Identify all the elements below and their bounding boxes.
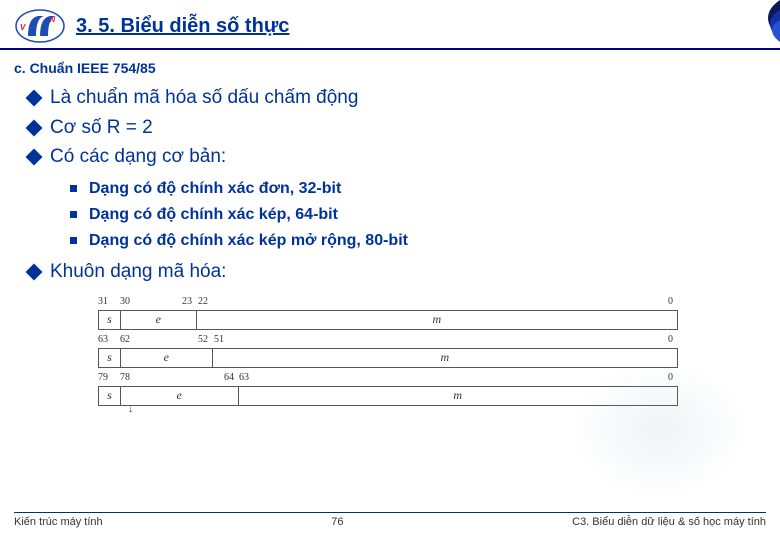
footer-right: C3. Biểu diễn dữ liệu & số học máy tính bbox=[572, 516, 766, 528]
slide-subtitle: c. Chuẩn IEEE 754/85 bbox=[0, 50, 780, 82]
format-fields: s e m bbox=[98, 310, 678, 330]
format-fields: s e m bbox=[98, 348, 678, 368]
field-exponent: e bbox=[121, 387, 239, 405]
arrow-annotation bbox=[98, 406, 708, 420]
diamond-bullet-icon bbox=[26, 264, 43, 281]
bit-number: 62 bbox=[120, 334, 130, 345]
field-mantissa: m bbox=[213, 349, 677, 367]
logo: V N bbox=[14, 8, 66, 44]
bit-number: 0 bbox=[668, 372, 673, 383]
diamond-bullet-icon bbox=[26, 149, 43, 166]
bullet-text: Có các dạng cơ bản: bbox=[50, 143, 226, 171]
bullet-item: Cơ số R = 2 bbox=[28, 114, 752, 142]
diamond-bullet-icon bbox=[26, 90, 43, 107]
footer-left: Kiến trúc máy tính bbox=[14, 516, 103, 528]
format-64bit: 63 62 52 51 0 s e m bbox=[98, 334, 708, 368]
bit-number: 63 bbox=[239, 372, 249, 383]
field-mantissa: m bbox=[197, 311, 677, 329]
sub-bullet-list: Dạng có độ chính xác đơn, 32-bit Dạng có… bbox=[28, 177, 752, 253]
svg-text:V: V bbox=[20, 23, 26, 32]
slide-header: V N 3. 5. Biểu diễn số thực bbox=[0, 0, 780, 50]
field-sign: s bbox=[99, 311, 121, 329]
slide-content: Là chuẩn mã hóa số dấu chấm động Cơ số R… bbox=[0, 84, 780, 420]
field-mantissa: m bbox=[239, 387, 677, 405]
field-sign: s bbox=[99, 349, 121, 367]
bit-labels: 63 62 52 51 0 bbox=[98, 334, 708, 348]
format-80bit: 79 78 64 63 0 s e m bbox=[98, 372, 708, 420]
bit-labels: 79 78 64 63 0 bbox=[98, 372, 708, 386]
bit-number: 64 bbox=[224, 372, 234, 383]
corner-decoration bbox=[750, 0, 780, 60]
svg-text:N: N bbox=[50, 17, 56, 24]
bit-number: 0 bbox=[668, 334, 673, 345]
square-bullet-icon bbox=[70, 237, 77, 244]
bit-number: 51 bbox=[214, 334, 224, 345]
diamond-bullet-icon bbox=[26, 119, 43, 136]
bit-number: 22 bbox=[198, 296, 208, 307]
bullet-text: Là chuẩn mã hóa số dấu chấm động bbox=[50, 84, 358, 112]
field-sign: s bbox=[99, 387, 121, 405]
sub-bullet-item: Dạng có độ chính xác kép, 64-bit bbox=[70, 203, 752, 226]
page-number: 76 bbox=[331, 516, 343, 528]
sub-bullet-text: Dạng có độ chính xác kép, 64-bit bbox=[89, 203, 338, 226]
field-exponent: e bbox=[121, 311, 197, 329]
square-bullet-icon bbox=[70, 211, 77, 218]
sub-bullet-item: Dạng có độ chính xác kép mở rộng, 80-bit bbox=[70, 229, 752, 252]
bit-number: 79 bbox=[98, 372, 108, 383]
bullet-text: Cơ số R = 2 bbox=[50, 114, 153, 142]
sub-bullet-item: Dạng có độ chính xác đơn, 32-bit bbox=[70, 177, 752, 200]
square-bullet-icon bbox=[70, 185, 77, 192]
format-32bit: 31 30 23 22 0 s e m bbox=[98, 296, 708, 330]
sub-bullet-text: Dạng có độ chính xác đơn, 32-bit bbox=[89, 177, 341, 200]
field-exponent: e bbox=[121, 349, 213, 367]
bit-number: 0 bbox=[668, 296, 673, 307]
slide-footer: Kiến trúc máy tính 76 C3. Biểu diễn dữ l… bbox=[14, 512, 766, 528]
slide-title: 3. 5. Biểu diễn số thực bbox=[76, 15, 289, 38]
bit-number: 31 bbox=[98, 296, 108, 307]
bit-number: 52 bbox=[198, 334, 208, 345]
format-diagrams: 31 30 23 22 0 s e m 63 62 52 51 0 s bbox=[28, 288, 708, 420]
bit-labels: 31 30 23 22 0 bbox=[98, 296, 708, 310]
sub-bullet-text: Dạng có độ chính xác kép mở rộng, 80-bit bbox=[89, 229, 408, 252]
bullet-item: Khuôn dạng mã hóa: bbox=[28, 258, 752, 286]
bit-number: 30 bbox=[120, 296, 130, 307]
bit-number: 78 bbox=[120, 372, 130, 383]
bullet-text: Khuôn dạng mã hóa: bbox=[50, 258, 226, 286]
bit-number: 23 bbox=[182, 296, 192, 307]
bullet-item: Là chuẩn mã hóa số dấu chấm động bbox=[28, 84, 752, 112]
format-fields: s e m bbox=[98, 386, 678, 406]
bullet-item: Có các dạng cơ bản: bbox=[28, 143, 752, 171]
bit-number: 63 bbox=[98, 334, 108, 345]
